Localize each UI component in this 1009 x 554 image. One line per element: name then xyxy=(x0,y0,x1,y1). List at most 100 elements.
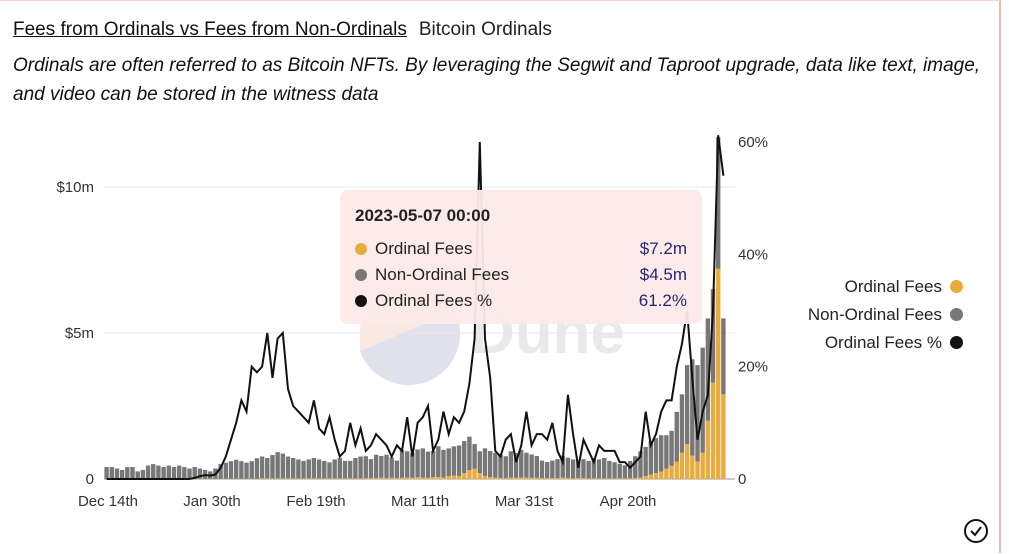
ordinal-fee-bar xyxy=(447,476,451,479)
ordinal-fee-bar xyxy=(462,473,466,479)
ordinal-fee-bar xyxy=(353,478,357,479)
ordinal-fee-bar xyxy=(452,475,456,479)
non-ordinal-fee-bar xyxy=(467,437,471,471)
non-ordinal-fee-bar xyxy=(571,459,575,478)
non-ordinal-fee-bar xyxy=(400,450,404,478)
non-ordinal-fee-bar xyxy=(457,445,461,476)
non-ordinal-fee-bar xyxy=(291,458,295,478)
ordinal-fee-bar xyxy=(493,478,497,479)
non-ordinal-fee-bar xyxy=(421,448,425,477)
non-ordinal-fee-bar xyxy=(244,463,248,479)
ordinal-fee-bar xyxy=(395,478,399,479)
non-ordinal-fee-bar xyxy=(167,466,171,479)
tooltip-value: $4.5m xyxy=(640,265,687,285)
non-ordinal-fee-bar xyxy=(229,461,233,479)
ordinal-fee-bar xyxy=(664,469,668,479)
ordinal-fee-bar xyxy=(483,476,487,479)
non-ordinal-fee-bar xyxy=(358,457,362,479)
ordinal-fee-bar xyxy=(633,478,637,479)
non-ordinal-fee-bar xyxy=(317,459,321,478)
non-ordinal-fee-bar xyxy=(618,464,622,479)
non-ordinal-fee-bar xyxy=(628,461,632,479)
ordinal-fee-bar xyxy=(343,478,347,479)
tooltip-label: Non-Ordinal Fees xyxy=(375,265,509,284)
non-ordinal-fee-bar xyxy=(301,461,305,479)
ordinal-fee-bar xyxy=(643,476,647,479)
non-ordinal-fee-bar xyxy=(654,438,658,473)
ordinal-fee-bar xyxy=(654,473,658,479)
legend-item-pct[interactable]: Ordinal Fees % xyxy=(808,329,963,357)
non-ordinal-fee-bar xyxy=(322,461,326,479)
non-ordinal-fee-bar xyxy=(472,444,476,469)
ordinal-fee-bar xyxy=(364,478,368,479)
x-tick-label: Mar 31st xyxy=(495,493,554,510)
non-ordinal-fee-bar xyxy=(680,394,684,452)
x-tick-label: Jan 30th xyxy=(183,493,241,510)
non-ordinal-fee-bar xyxy=(483,448,487,476)
ordinal-fee-bar xyxy=(358,478,362,479)
non-ordinal-fee-bar xyxy=(187,468,191,478)
legend-label: Non-Ordinal Fees xyxy=(808,305,942,324)
ordinal-fee-bar xyxy=(618,478,622,479)
ordinal-fee-bar xyxy=(312,478,316,479)
non-ordinal-fee-bar xyxy=(296,459,300,478)
non-ordinal-fee-bar xyxy=(172,467,176,479)
non-ordinal-fee-bar xyxy=(286,457,290,479)
ordinal-fee-bar xyxy=(524,478,528,479)
non-ordinal-fee-bar xyxy=(146,466,150,479)
ordinal-fee-bar xyxy=(410,478,414,479)
ordinal-fee-bar xyxy=(265,478,269,479)
x-tick-label: Apr 20th xyxy=(600,493,657,510)
ordinal-fee-bar xyxy=(332,478,336,479)
non-ordinal-fee-bar xyxy=(332,459,336,478)
ordinal-fee-bar xyxy=(623,478,627,479)
non-ordinal-fee-bar xyxy=(519,450,523,478)
non-ordinal-fee-bar xyxy=(685,365,689,444)
ordinal-fee-bar xyxy=(628,478,632,479)
ordinal-fee-bar xyxy=(374,478,378,479)
non-ordinal-fee-bar xyxy=(255,458,259,478)
ordinal-fee-bar xyxy=(659,472,663,479)
non-ordinal-fee-bar xyxy=(405,451,409,477)
ordinal-fee-bar xyxy=(379,478,383,479)
non-ordinal-fee-bar xyxy=(110,467,114,479)
non-ordinal-fee-bar xyxy=(721,318,725,394)
legend-item-non-ordinal[interactable]: Non-Ordinal Fees xyxy=(808,301,963,329)
ordinal-fee-bar xyxy=(607,478,611,479)
x-tick-label: Mar 11th xyxy=(391,493,449,510)
legend-item-ordinal[interactable]: Ordinal Fees xyxy=(808,273,963,301)
non-ordinal-fee-bar xyxy=(156,466,160,479)
non-ordinal-fee-bar xyxy=(607,461,611,479)
non-ordinal-fee-bar xyxy=(529,454,533,477)
ordinal-fee-bar xyxy=(581,478,585,479)
non-ordinal-fee-bar xyxy=(643,447,647,476)
non-ordinal-fee-bar xyxy=(275,452,279,478)
ordinal-fee-bar xyxy=(576,478,580,479)
ordinal-fee-bar xyxy=(478,473,482,479)
ordinal-fee-bar xyxy=(291,478,295,479)
non-ordinal-fee-bar xyxy=(452,446,456,475)
non-ordinal-fee-bar xyxy=(343,461,347,479)
ordinal-fee-bar xyxy=(441,478,445,479)
ordinal-fee-bar xyxy=(711,383,715,479)
non-ordinal-fee-bar xyxy=(659,435,663,472)
non-ordinal-fee-bar xyxy=(224,463,228,479)
non-ordinal-fee-bar xyxy=(307,459,311,478)
non-ordinal-fee-bar xyxy=(623,465,627,478)
non-ordinal-fee-bar xyxy=(410,453,414,478)
non-ordinal-fee-bar xyxy=(700,348,704,453)
non-ordinal-fee-bar xyxy=(338,458,342,478)
ordinal-fee-bar xyxy=(592,478,596,479)
y-right-tick-label: 40% xyxy=(738,246,768,263)
non-ordinal-fee-bar xyxy=(669,431,673,466)
non-ordinal-fee-bar xyxy=(441,450,445,478)
non-ordinal-fee-bar xyxy=(161,467,165,479)
ordinal-fee-bar xyxy=(488,477,492,479)
y-left-tick-label: $10m xyxy=(56,179,94,196)
check-circle-icon[interactable] xyxy=(964,519,988,543)
tooltip-label: Ordinal Fees xyxy=(375,239,472,258)
non-ordinal-fee-bar xyxy=(281,454,285,479)
non-ordinal-fee-bar xyxy=(120,470,124,479)
non-ordinal-fee-bar xyxy=(612,462,616,478)
